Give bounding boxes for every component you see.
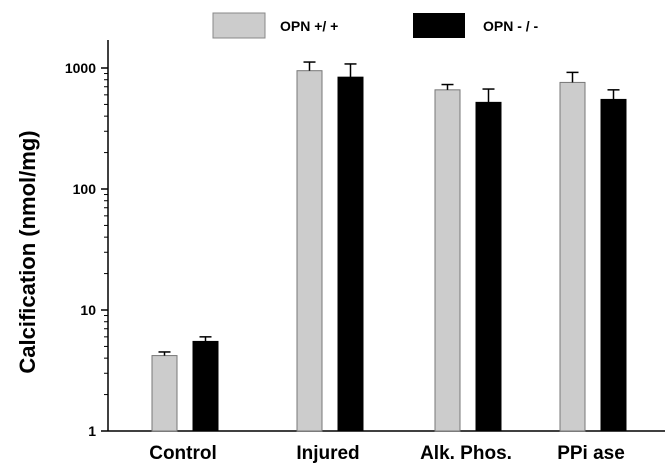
bar-opn-ko xyxy=(600,98,627,432)
y-tick-label: 100 xyxy=(73,181,97,197)
legend-label-opn-wt: OPN +/ + xyxy=(280,18,338,34)
bar-opn-wt xyxy=(434,89,461,432)
x-tick-label: PPi ase xyxy=(557,443,625,464)
y-axis-label: Calcification (nmol/mg) xyxy=(15,130,40,373)
legend-label-opn-ko: OPN - / - xyxy=(483,18,539,34)
bar-opn-ko xyxy=(475,101,502,432)
bar-opn-wt xyxy=(559,81,586,432)
y-ticks: 1 10 100 1000 xyxy=(65,60,108,439)
y-tick-label: 1000 xyxy=(65,60,96,76)
x-tick-labels: Control Injured Alk. Phos. PPi ase xyxy=(149,443,625,464)
bar-opn-ko xyxy=(192,340,219,432)
legend: OPN +/ + OPN - / - xyxy=(212,12,539,39)
legend-swatch-opn-ko xyxy=(413,13,465,38)
x-tick-label: Alk. Phos. xyxy=(420,443,512,464)
bar-opn-wt xyxy=(151,355,178,432)
legend-swatch-opn-wt xyxy=(212,12,266,39)
x-tick-label: Control xyxy=(149,443,217,464)
x-tick-label: Injured xyxy=(296,443,359,464)
bars xyxy=(151,61,627,432)
bar-opn-wt xyxy=(296,70,323,432)
bar-opn-ko xyxy=(337,76,364,432)
y-tick-label: 10 xyxy=(80,302,96,318)
y-tick-label: 1 xyxy=(88,423,96,439)
